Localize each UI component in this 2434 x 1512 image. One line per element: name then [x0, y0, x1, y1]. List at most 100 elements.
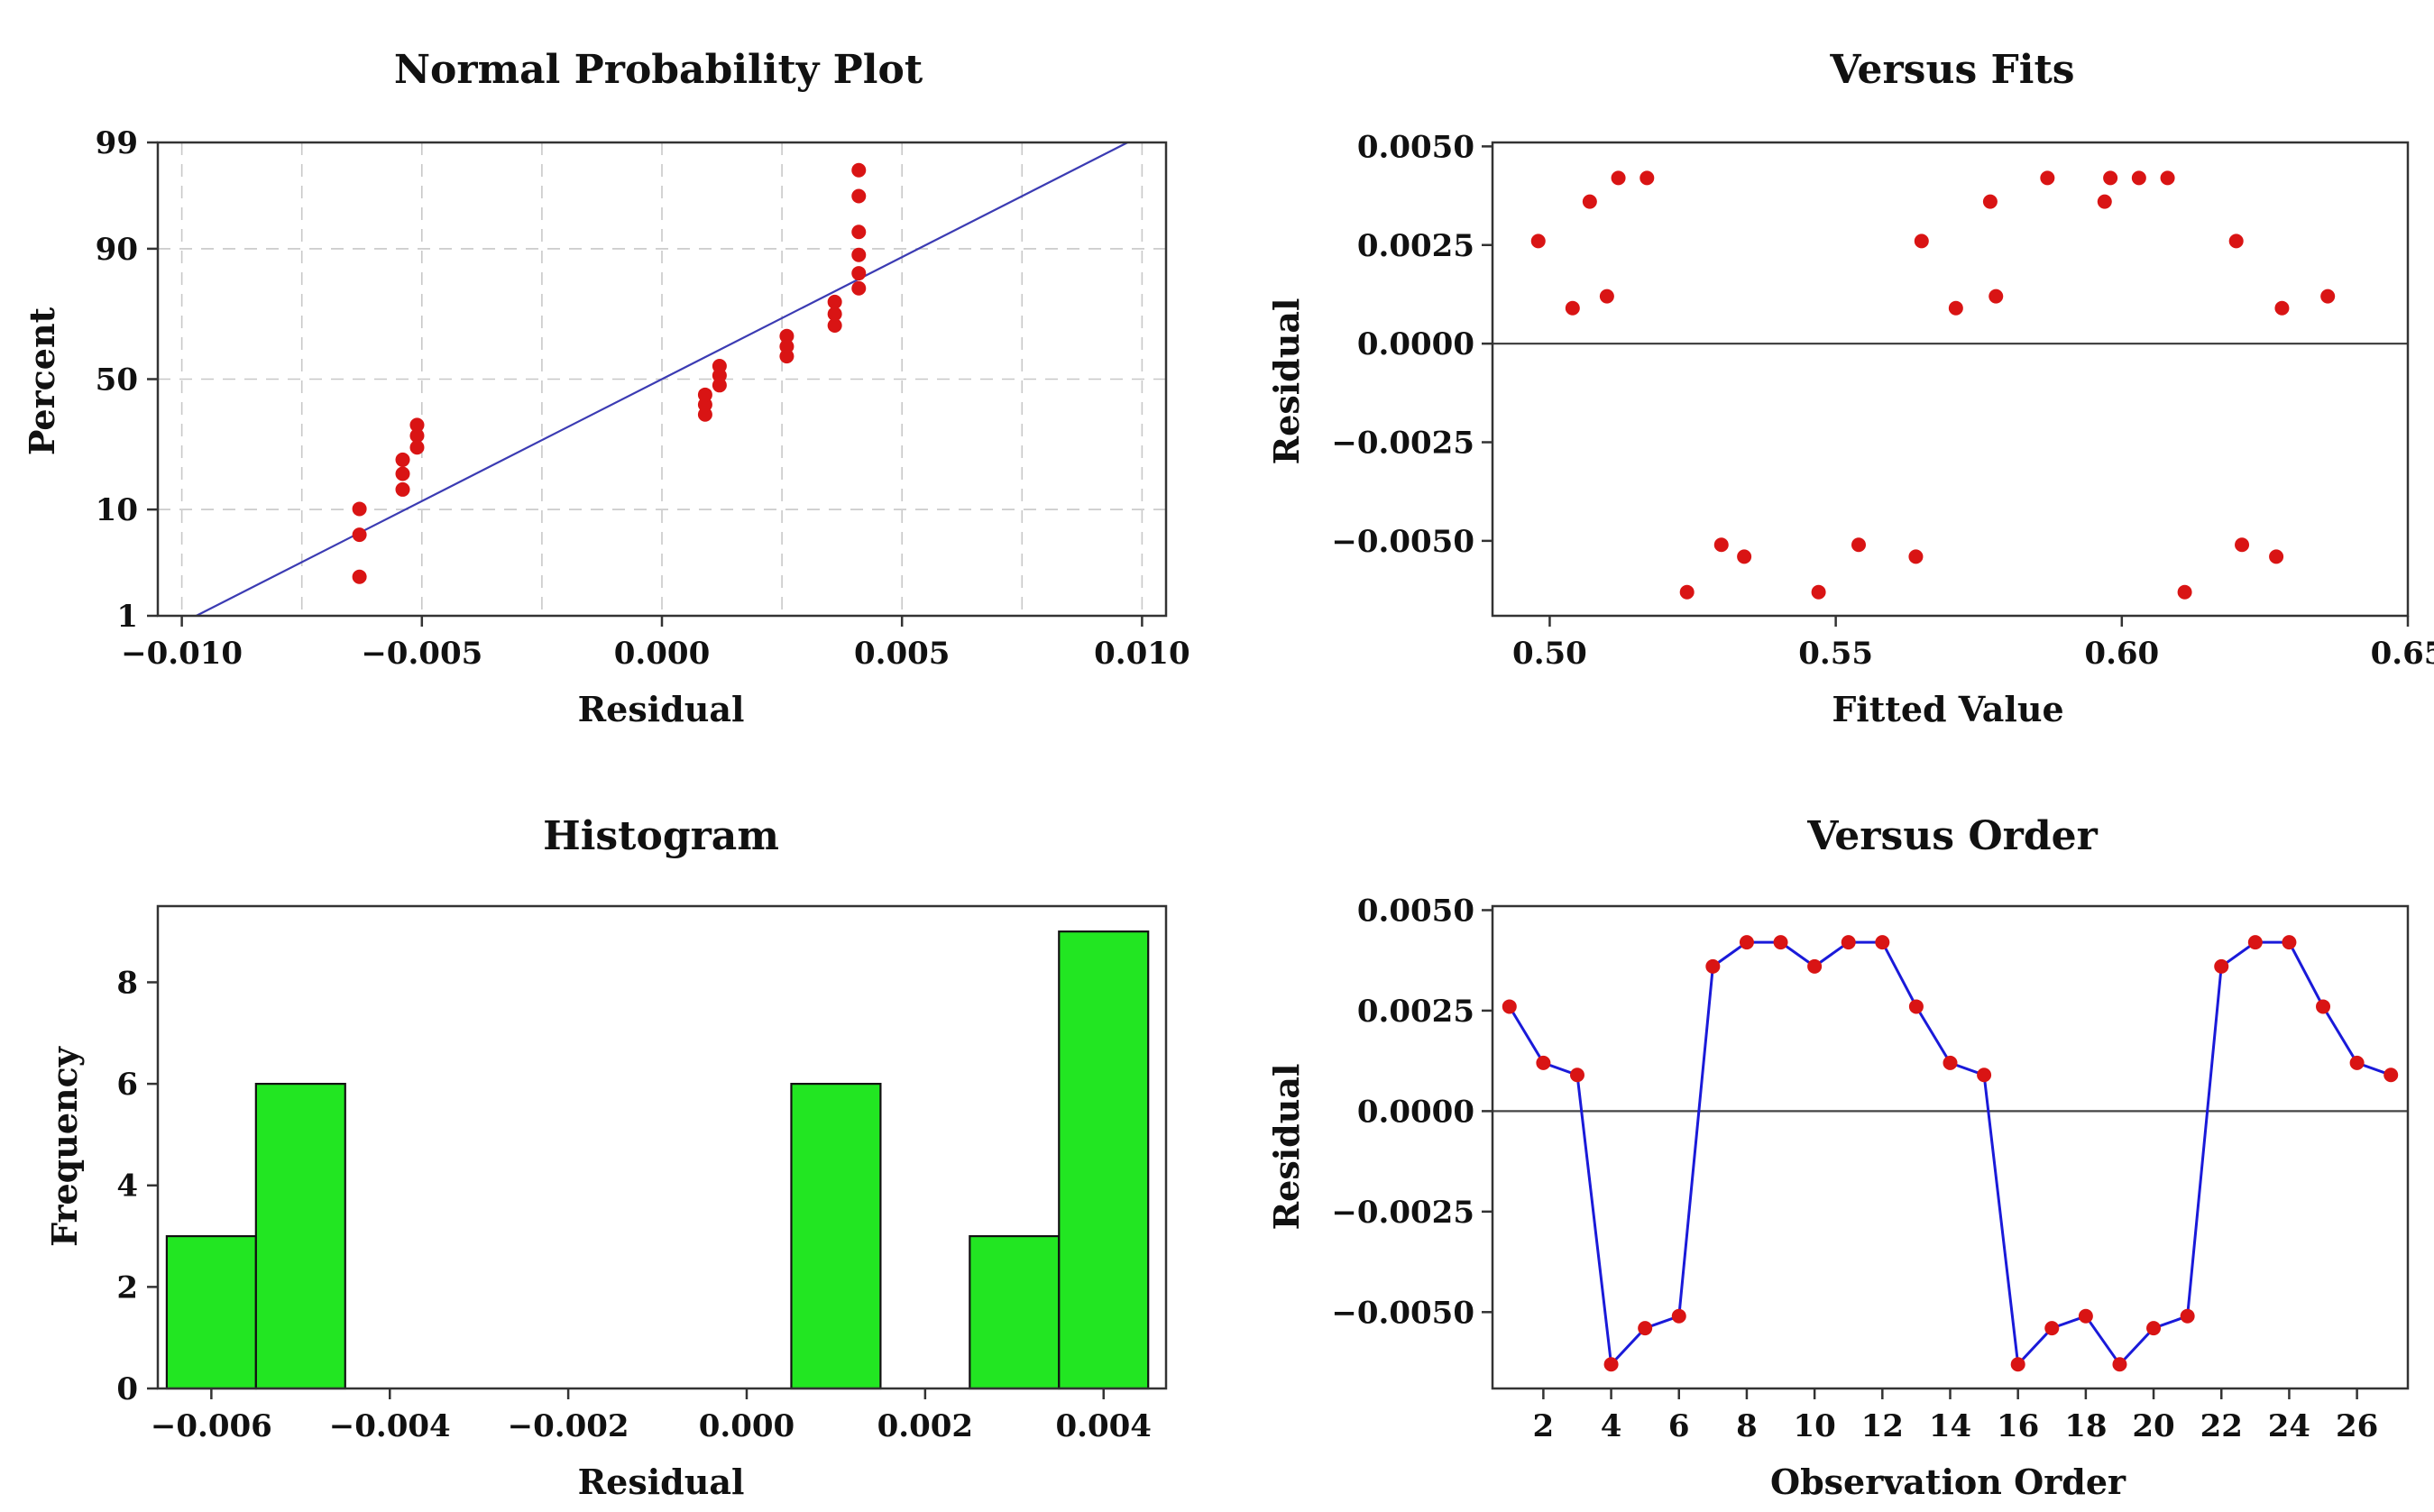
data-point: [2320, 289, 2336, 304]
data-point: [1811, 584, 1826, 600]
data-point: [395, 466, 410, 481]
x-tick-label: 20: [2132, 1408, 2174, 1444]
x-axis-label: Residual: [578, 689, 745, 729]
data-point: [851, 225, 867, 240]
plot-frame: [1491, 904, 2410, 1390]
data-point: [1671, 1308, 1686, 1324]
data-point: [1807, 958, 1823, 974]
data-point: [697, 407, 712, 422]
x-tick-labels: −0.010 −0.005 0.000 0.005 0.010: [121, 616, 1190, 672]
data-point: [2177, 584, 2192, 600]
x-tick-label: 0.55: [1798, 636, 1873, 672]
x-tick-label: 14: [1929, 1408, 1971, 1444]
y-tick-label: 0.0025: [1357, 228, 1474, 264]
y-tick-label: 0.0050: [1357, 129, 1474, 165]
points-group: [1530, 170, 2336, 600]
data-point: [352, 527, 367, 543]
y-tick-label: 0.0000: [1357, 1094, 1474, 1130]
y-tick-labels: −0.0050 −0.0025 0.0000 0.0025 0.0050: [1331, 129, 1493, 560]
x-tick-label: 22: [2200, 1408, 2243, 1444]
data-point: [2103, 170, 2118, 186]
x-tick-labels: 2 4 6 8 10 12 14 16 18 20 22 24 26: [1533, 1388, 2378, 1444]
data-point: [1536, 1055, 1551, 1070]
series-line-group: [1508, 940, 2392, 1368]
x-tick-label: 0.50: [1512, 636, 1587, 672]
chart-title: Versus Fits: [1829, 47, 2074, 93]
x-tick-label: 0.60: [2084, 636, 2159, 672]
plot-frame: [156, 904, 1168, 1390]
y-axis-label: Residual: [1266, 1064, 1307, 1231]
x-tick-label: 4: [1601, 1408, 1622, 1444]
fit-line-group: [196, 142, 1128, 617]
x-tick-label: 8: [1736, 1408, 1758, 1444]
data-point: [1713, 537, 1729, 553]
data-point: [1977, 1068, 1992, 1083]
y-tick-label: 2: [116, 1269, 138, 1306]
x-tick-label: 0.65: [2371, 636, 2434, 672]
x-tick-label: 0.004: [1056, 1408, 1152, 1444]
x-tick-label: 0.005: [854, 636, 950, 672]
data-point: [851, 247, 867, 262]
y-tick-labels: 0 2 4 6 8: [116, 965, 158, 1407]
y-tick-label: 4: [116, 1168, 138, 1205]
data-point: [2214, 958, 2229, 974]
data-point: [1914, 234, 1929, 249]
data-point: [2316, 999, 2331, 1014]
data-point: [827, 294, 842, 309]
chart-title: Versus Order: [1806, 813, 2098, 859]
data-point: [779, 328, 794, 344]
data-point: [2078, 1308, 2093, 1324]
data-point: [851, 280, 867, 296]
x-axis-label: Observation Order: [1770, 1462, 2126, 1502]
chart-title: Histogram: [543, 813, 779, 859]
histogram-bar: [254, 1083, 346, 1390]
histogram-bar: [790, 1083, 882, 1390]
data-point: [779, 339, 794, 354]
data-point: [409, 417, 425, 433]
data-point: [1705, 958, 1721, 974]
fit-line: [196, 142, 1128, 617]
data-point: [1841, 935, 1856, 950]
y-tick-labels: −0.0050 −0.0025 0.0000 0.0025 0.0050: [1331, 893, 1493, 1331]
data-point: [1530, 234, 1546, 249]
x-tick-label: 12: [1861, 1408, 1904, 1444]
x-tick-labels: 0.50 0.55 0.60 0.65: [1512, 616, 2434, 672]
data-point: [1569, 1068, 1584, 1083]
x-tick-label: 24: [2268, 1408, 2310, 1444]
y-tick-label: 10: [96, 492, 138, 528]
data-point: [2112, 1357, 2127, 1372]
data-point: [2383, 1068, 2399, 1083]
chart-title: Normal Probability Plot: [394, 47, 923, 93]
y-axis-label: Percent: [22, 307, 62, 455]
panel-histogram: Histogram −0.006 −0.004 −0.002 0.000 0.002 0.…: [44, 813, 1168, 1502]
data-point: [1908, 549, 1924, 564]
data-point: [827, 307, 842, 322]
data-point: [2247, 935, 2263, 950]
panel-normal-probability-plot: Normal Probability Plot −0.010 −0.005 0.00…: [22, 47, 1190, 729]
points-group: [1502, 935, 2399, 1372]
data-point: [409, 440, 425, 455]
data-point: [1737, 549, 1752, 564]
data-point: [1948, 300, 1963, 316]
data-point: [697, 387, 712, 402]
data-point: [1739, 935, 1754, 950]
x-tick-label: 6: [1668, 1408, 1690, 1444]
data-point: [851, 188, 867, 204]
data-point: [827, 318, 842, 334]
x-tick-label: −0.005: [361, 636, 482, 672]
y-tick-label: 99: [96, 125, 138, 161]
plot-frame: [1491, 141, 2410, 618]
histogram-bar: [165, 1234, 257, 1390]
data-point: [2044, 1321, 2060, 1336]
y-tick-label: −0.0025: [1331, 426, 1474, 462]
data-point: [1611, 170, 1626, 186]
y-tick-label: 1: [116, 599, 138, 635]
data-point: [2010, 1357, 2025, 1372]
y-tick-label: 50: [96, 362, 138, 399]
panel-versus-order: Versus Order 2 4 6 8 10 12 14 16 18 20 22 24 26 −0.0…: [1266, 813, 2410, 1502]
data-point: [1851, 537, 1866, 553]
data-point: [1582, 194, 1597, 209]
data-point: [2282, 935, 2297, 950]
y-tick-label: 0: [116, 1371, 138, 1407]
y-tick-label: −0.0025: [1331, 1195, 1474, 1231]
